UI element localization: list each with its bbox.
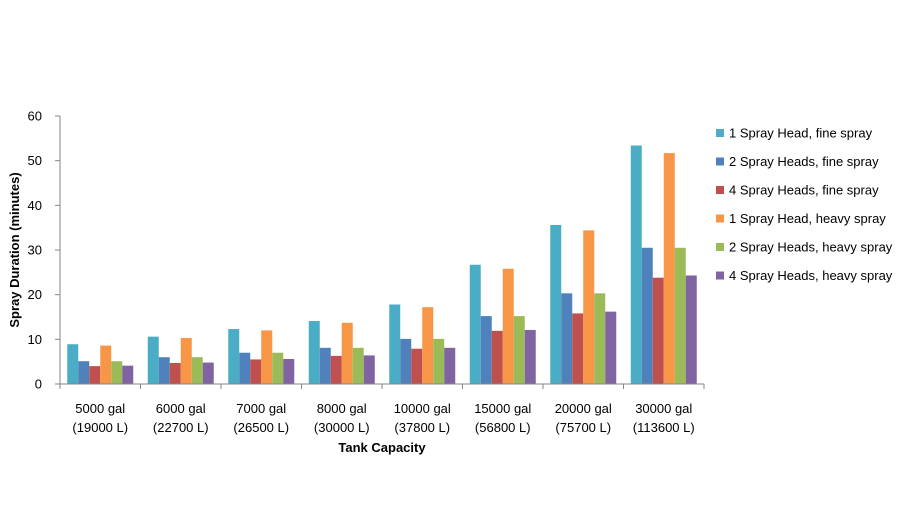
- bar: [67, 344, 79, 384]
- bar: [180, 337, 192, 384]
- bar: [652, 277, 664, 384]
- y-tick-label: 10: [28, 332, 42, 347]
- x-tick-label: (26500 L): [233, 420, 289, 435]
- y-tick-label: 30: [28, 243, 42, 258]
- bar: [122, 365, 134, 384]
- x-tick-label: 15000 gal: [474, 401, 531, 416]
- bar: [239, 352, 251, 384]
- legend: 1 Spray Head, fine spray 2 Spray Heads, f…: [716, 126, 893, 283]
- bar: [363, 355, 375, 384]
- y-tick-label: 40: [28, 198, 42, 213]
- x-tick-label: 10000 gal: [394, 401, 451, 416]
- bar: [352, 347, 364, 384]
- bar: [411, 348, 423, 384]
- bar: [630, 145, 642, 384]
- bar: [228, 329, 240, 384]
- bar: [513, 316, 525, 384]
- bar: [561, 293, 573, 384]
- bar: [550, 224, 562, 384]
- bar: [261, 330, 273, 384]
- bar: [272, 352, 284, 384]
- bar: [147, 336, 159, 384]
- x-tick-label: 5000 gal: [75, 401, 125, 416]
- x-tick-label: 7000 gal: [236, 401, 286, 416]
- bar: [480, 316, 492, 384]
- x-tick-label: (56800 L): [475, 420, 531, 435]
- legend-label: 2 Spray Heads, fine spray: [729, 154, 879, 169]
- legend-label: 1 Spray Head, fine spray: [729, 126, 873, 141]
- legend-label: 1 Spray Head, heavy spray: [729, 211, 886, 226]
- x-tick-label: (19000 L): [72, 420, 128, 435]
- bar: [202, 362, 214, 384]
- x-tick-label: (113600 L): [633, 420, 695, 435]
- y-tick-label: 60: [28, 109, 42, 124]
- bar: [100, 345, 112, 384]
- bar: [491, 330, 503, 384]
- bar: [191, 357, 203, 384]
- bar: [605, 311, 617, 384]
- x-axis-title: Tank Capacity: [338, 440, 426, 455]
- bar: [169, 363, 181, 384]
- x-tick-label: 6000 gal: [156, 401, 206, 416]
- bars-group: [67, 145, 697, 384]
- bar: [641, 247, 653, 384]
- bar: [502, 268, 514, 384]
- x-tick-label: (75700 L): [555, 420, 611, 435]
- x-tick-label: 20000 gal: [555, 401, 612, 416]
- bar: [111, 361, 123, 384]
- bar: [283, 358, 295, 384]
- legend-swatch: [716, 271, 724, 280]
- bar: [594, 293, 606, 384]
- bar: [341, 322, 353, 384]
- bar: [389, 304, 401, 384]
- bar: [572, 313, 584, 384]
- bar: [685, 275, 697, 384]
- x-tick-label: 8000 gal: [317, 401, 367, 416]
- bar: [89, 366, 101, 384]
- bar: [422, 307, 434, 384]
- legend-label: 4 Spray Heads, fine spray: [729, 183, 879, 198]
- bar: [158, 357, 170, 384]
- legend-label: 2 Spray Heads, heavy spray: [729, 240, 893, 255]
- bar: [400, 338, 412, 384]
- y-axis-title: Spray Duration (minutes): [7, 172, 22, 327]
- y-tick-label: 0: [35, 377, 42, 392]
- y-tick-label: 50: [28, 153, 42, 168]
- x-tick-label: 30000 gal: [635, 401, 692, 416]
- legend-swatch: [716, 157, 724, 166]
- bar: [663, 153, 675, 384]
- bar: [469, 264, 481, 384]
- bar: [319, 347, 331, 384]
- bar: [250, 359, 262, 384]
- bar: [444, 347, 456, 384]
- bar: [674, 247, 686, 384]
- y-tick-label: 20: [28, 287, 42, 302]
- legend-swatch: [716, 214, 724, 223]
- x-tick-label: (37800 L): [394, 420, 450, 435]
- x-tick-label: (22700 L): [153, 420, 209, 435]
- bar: [583, 230, 595, 384]
- y-ticks-group: 0 10 20 30 40 50 60: [28, 109, 60, 392]
- bar: [433, 338, 445, 384]
- bar: [308, 321, 320, 384]
- x-ticks-group: 5000 gal (19000 L) 6000 gal (22700 L) 7000 g…: [59, 384, 705, 435]
- bar: [78, 361, 90, 384]
- x-tick-label: (30000 L): [314, 420, 370, 435]
- legend-swatch: [716, 129, 724, 137]
- bar: [330, 355, 342, 384]
- legend-swatch: [716, 243, 724, 251]
- legend-label: 4 Spray Heads, heavy spray: [729, 268, 893, 283]
- legend-swatch: [716, 186, 724, 194]
- bar: [524, 329, 536, 384]
